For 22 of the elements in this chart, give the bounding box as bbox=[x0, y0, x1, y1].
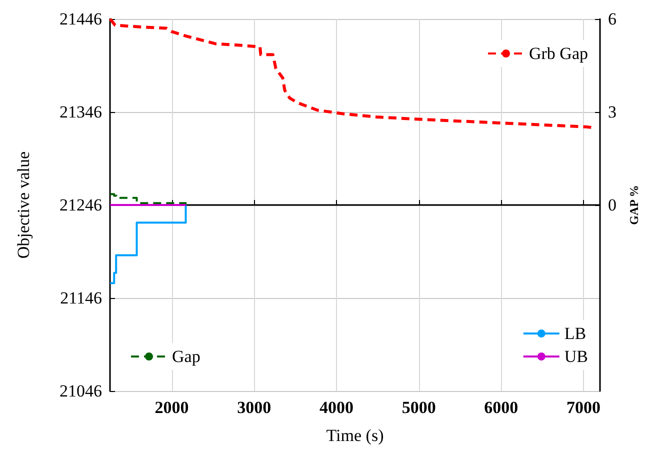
legend-label: LB bbox=[564, 324, 586, 343]
y-tick-label: 21446 bbox=[60, 10, 102, 28]
y-tick-label: 21246 bbox=[60, 196, 102, 214]
x-tick-label: 5000 bbox=[402, 398, 436, 417]
x-tick-label: 4000 bbox=[319, 398, 354, 417]
x-tick-label: 2000 bbox=[154, 398, 189, 417]
y2-tick-label: 0 bbox=[608, 196, 616, 214]
x-tick-label: 7000 bbox=[566, 398, 601, 417]
line-series bbox=[108, 18, 594, 129]
x-axis-title: Time (s) bbox=[326, 426, 384, 445]
y-tick-label: 21346 bbox=[60, 102, 102, 122]
y-axis-title: Objective value bbox=[14, 151, 33, 259]
legend-label: Gap bbox=[172, 347, 200, 366]
y2-axis-title: GAP % bbox=[627, 185, 641, 225]
y-tick-label: 21046 bbox=[60, 382, 102, 400]
y2-tick-label: 6 bbox=[608, 10, 616, 28]
y2-tick-label: 3 bbox=[608, 102, 616, 122]
legend-label: Grb Gap bbox=[528, 44, 588, 63]
x-tick-label: 3000 bbox=[237, 398, 272, 417]
x-tick-label: 6000 bbox=[484, 398, 518, 417]
legend-label: UB bbox=[564, 347, 588, 366]
y-tick-label: 21146 bbox=[60, 288, 102, 308]
